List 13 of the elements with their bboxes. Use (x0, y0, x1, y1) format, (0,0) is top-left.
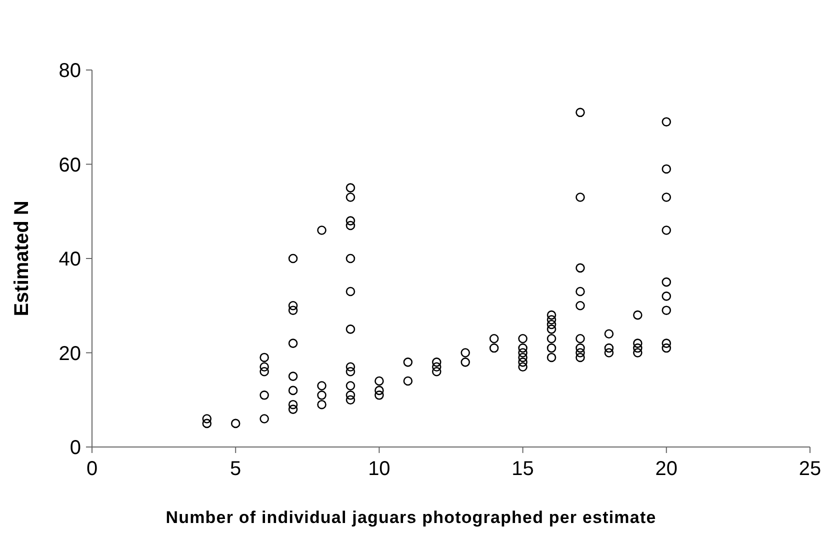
x-tick-label: 0 (86, 458, 98, 480)
y-tick-label: 80 (58, 60, 81, 82)
y-tick-label: 40 (58, 248, 81, 270)
y-tick-label: 20 (58, 342, 81, 365)
x-axis-title: Number of individual jaguars photographed per estimate (166, 508, 656, 527)
y-axis-title: Estimated N (11, 200, 33, 316)
y-tick-label: 0 (70, 437, 81, 459)
x-tick-label: 10 (368, 458, 390, 480)
y-tick-label: 60 (58, 154, 81, 176)
x-tick-label: 20 (655, 458, 678, 480)
x-tick-label: 25 (798, 458, 822, 480)
x-tick-label: 15 (512, 458, 534, 480)
x-tick-label: 5 (230, 458, 242, 480)
